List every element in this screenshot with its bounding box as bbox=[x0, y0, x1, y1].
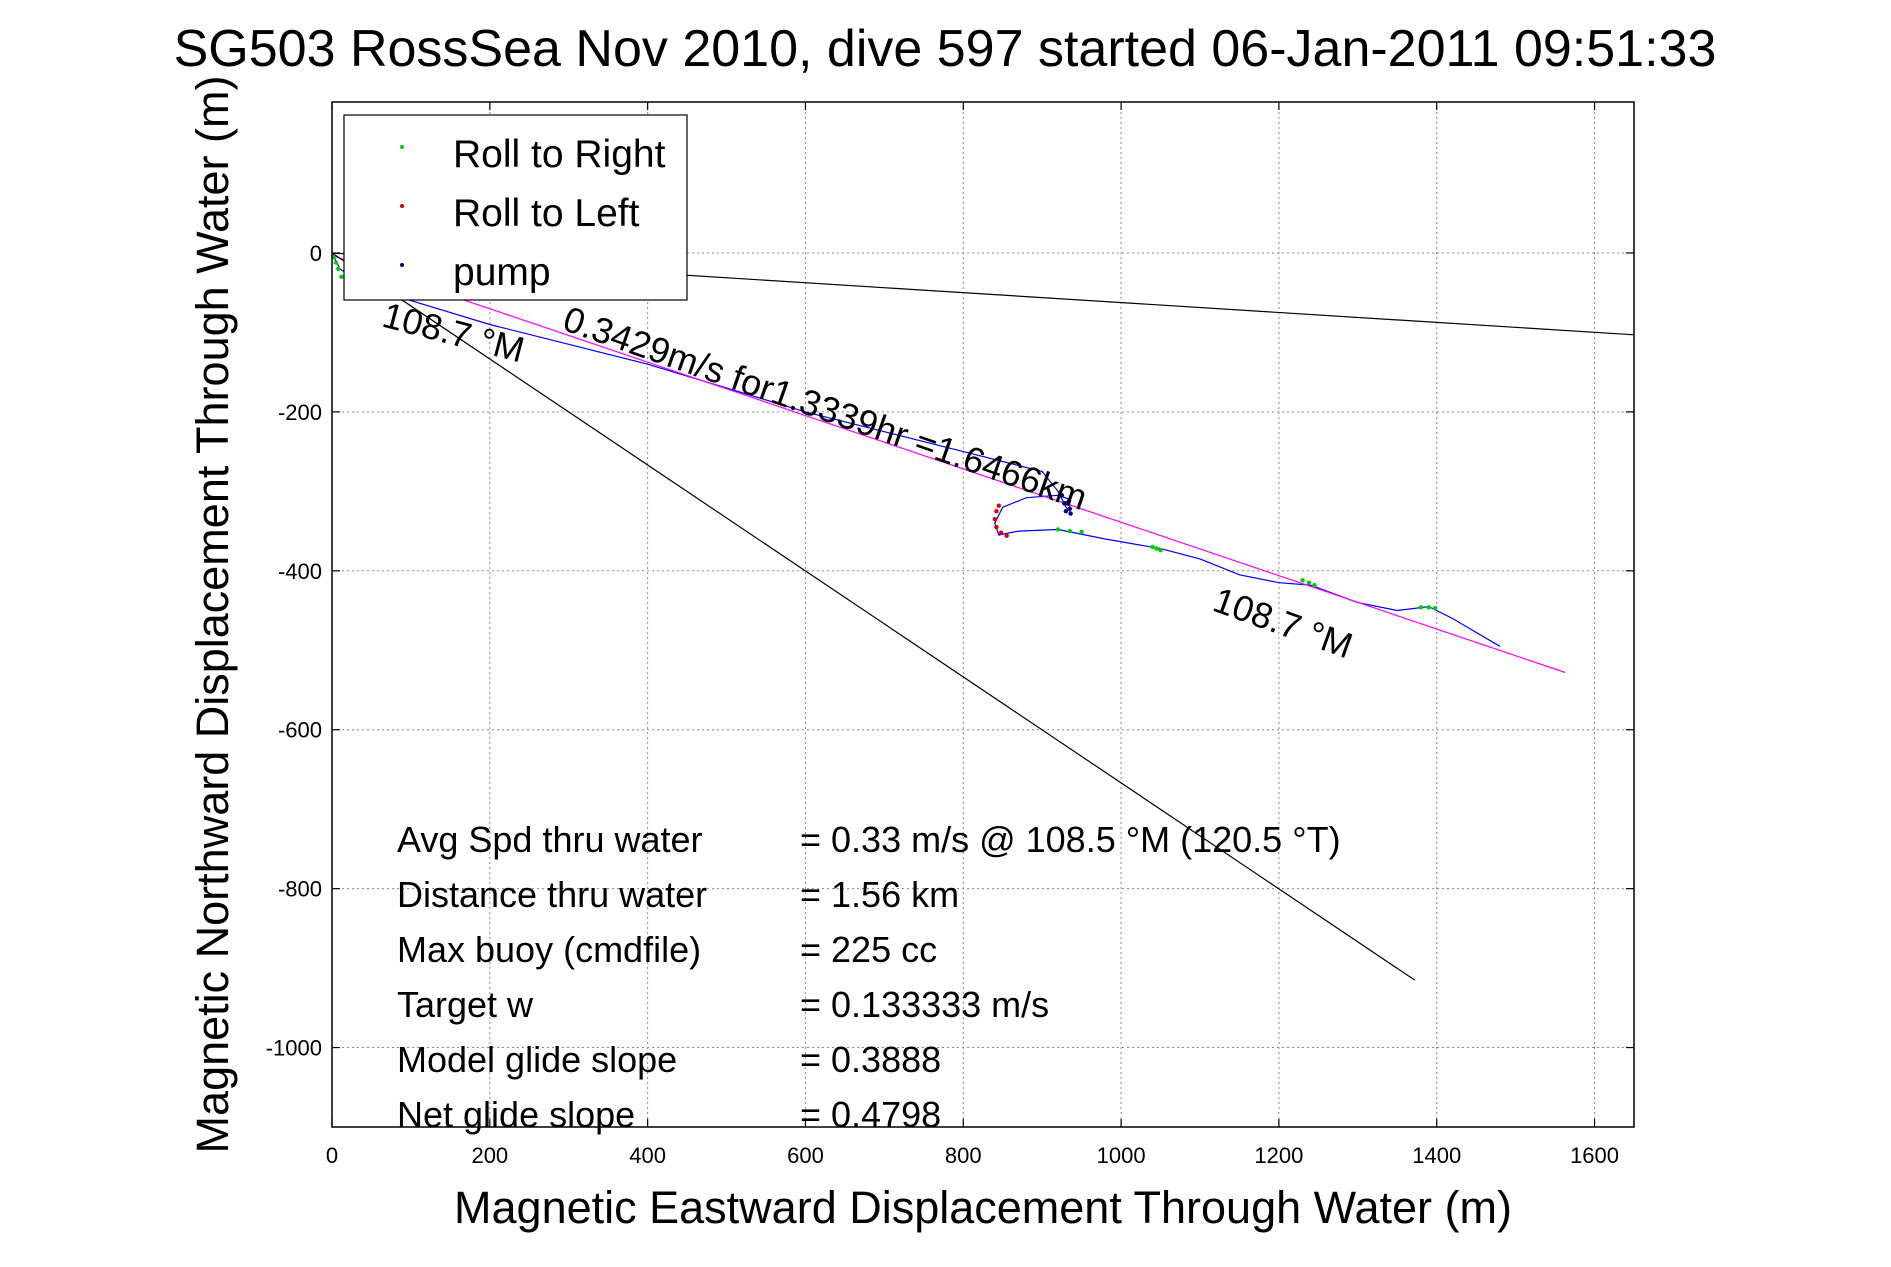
legend-marker bbox=[400, 263, 404, 267]
y-tick-label: 0 bbox=[310, 241, 322, 266]
legend-label: pump bbox=[453, 251, 551, 294]
marker-roll-to-right bbox=[339, 274, 344, 280]
legend: Roll to Right Roll to Left pump bbox=[343, 114, 688, 301]
marker-pump bbox=[1066, 498, 1072, 504]
marker-roll-to-left bbox=[994, 509, 999, 514]
marker-roll-to-left bbox=[996, 503, 1001, 508]
data-layer bbox=[332, 252, 1634, 981]
marker-pump bbox=[1063, 509, 1069, 514]
marker-roll-to-right bbox=[1158, 547, 1163, 553]
marker-roll-to-right bbox=[1432, 605, 1438, 611]
marker-roll-to-right bbox=[1426, 605, 1432, 610]
series-track bbox=[332, 252, 1501, 647]
marker-roll-to-right bbox=[1418, 605, 1424, 610]
plot-frame bbox=[331, 101, 1635, 1128]
marker-roll-to-right bbox=[1067, 528, 1073, 534]
stat-label: Max buoy (cmdfile) bbox=[397, 929, 701, 970]
line-annotation: 108.7 °M bbox=[1208, 579, 1358, 666]
stat-label: Net glide slope bbox=[397, 1094, 635, 1135]
x-tick-label: 400 bbox=[629, 1143, 666, 1168]
marker-roll-to-right bbox=[1312, 582, 1317, 588]
marker-roll-to-right bbox=[1154, 546, 1159, 551]
stats-layer: Avg Spd thru water = 0.33 m/s @ 108.5 °M … bbox=[397, 819, 1341, 1135]
stat-value: = 0.4798 bbox=[800, 1094, 941, 1135]
chart-title: SG503 RossSea Nov 2010, dive 597 started… bbox=[174, 20, 1717, 78]
x-axis-label: Magnetic Eastward Displacement Through W… bbox=[454, 1182, 1512, 1233]
tick-layer: 0 200 400 600 800 1000 1200 1400 1600 -1000 -800 -6… bbox=[266, 102, 1634, 1168]
annotation-layer: 0.3429m/s for1.3339hr =1.6466km 108.7 °M 1… bbox=[378, 294, 1358, 666]
y-tick-label: -600 bbox=[278, 718, 322, 743]
marker-pump bbox=[1068, 511, 1073, 516]
marker-pump bbox=[1062, 501, 1067, 506]
x-tick-label: 200 bbox=[471, 1143, 508, 1168]
marker-roll-to-right bbox=[1055, 527, 1061, 532]
marker-roll-to-right bbox=[1300, 578, 1305, 583]
marker-roll-to-right bbox=[336, 266, 341, 272]
stat-label: Model glide slope bbox=[397, 1039, 677, 1080]
series-heading-line-lower bbox=[332, 252, 1415, 981]
stat-label: Avg Spd thru water bbox=[397, 819, 703, 860]
y-tick-label: -400 bbox=[278, 559, 322, 584]
series-fit bbox=[332, 254, 1566, 674]
y-tick-label: -1000 bbox=[266, 1036, 322, 1061]
marker-roll-to-left bbox=[994, 524, 999, 530]
x-tick-label: 1200 bbox=[1254, 1143, 1303, 1168]
marker-roll-to-right bbox=[1079, 529, 1084, 535]
stat-value: = 0.33 m/s @ 108.5 °M (120.5 °T) bbox=[800, 819, 1341, 860]
y-tick-label: -200 bbox=[278, 400, 322, 425]
legend-label: Roll to Left bbox=[453, 192, 640, 235]
x-tick-label: 1000 bbox=[1097, 1143, 1146, 1168]
x-tick-label: 1600 bbox=[1570, 1143, 1619, 1168]
marker-roll-to-right bbox=[1150, 544, 1155, 550]
marker-pump bbox=[1059, 493, 1065, 498]
legend-marker bbox=[400, 145, 404, 149]
legend-marker bbox=[400, 204, 404, 208]
line-annotation: 108.7 °M bbox=[378, 294, 528, 370]
stat-value: = 1.56 km bbox=[800, 874, 959, 915]
y-axis-label: Magnetic Northward Displacement Through … bbox=[187, 76, 238, 1154]
stat-value: = 0.133333 m/s bbox=[800, 984, 1049, 1025]
marker-roll-to-right bbox=[332, 254, 336, 260]
marker-roll-to-left bbox=[1004, 533, 1009, 539]
marker-roll-to-right bbox=[1306, 580, 1312, 585]
marker-roll-to-left bbox=[992, 516, 998, 522]
marker-roll-to-right bbox=[333, 260, 339, 265]
stat-value: = 225 cc bbox=[800, 929, 937, 970]
stat-label: Target w bbox=[397, 984, 534, 1025]
x-tick-label: 600 bbox=[787, 1143, 824, 1168]
y-tick-label: -800 bbox=[278, 877, 322, 902]
x-tick-label: 800 bbox=[945, 1143, 982, 1168]
stat-label: Distance thru water bbox=[397, 874, 707, 915]
x-tick-label: 1400 bbox=[1412, 1143, 1461, 1168]
x-tick-label: 0 bbox=[326, 1143, 338, 1168]
legend-label: Roll to Right bbox=[453, 133, 666, 176]
marker-pump bbox=[1067, 506, 1073, 512]
line-annotation: 0.3429m/s for1.3339hr =1.6466km bbox=[558, 298, 1092, 518]
marker-roll-to-left bbox=[998, 530, 1004, 535]
stat-value: = 0.3888 bbox=[800, 1039, 941, 1080]
